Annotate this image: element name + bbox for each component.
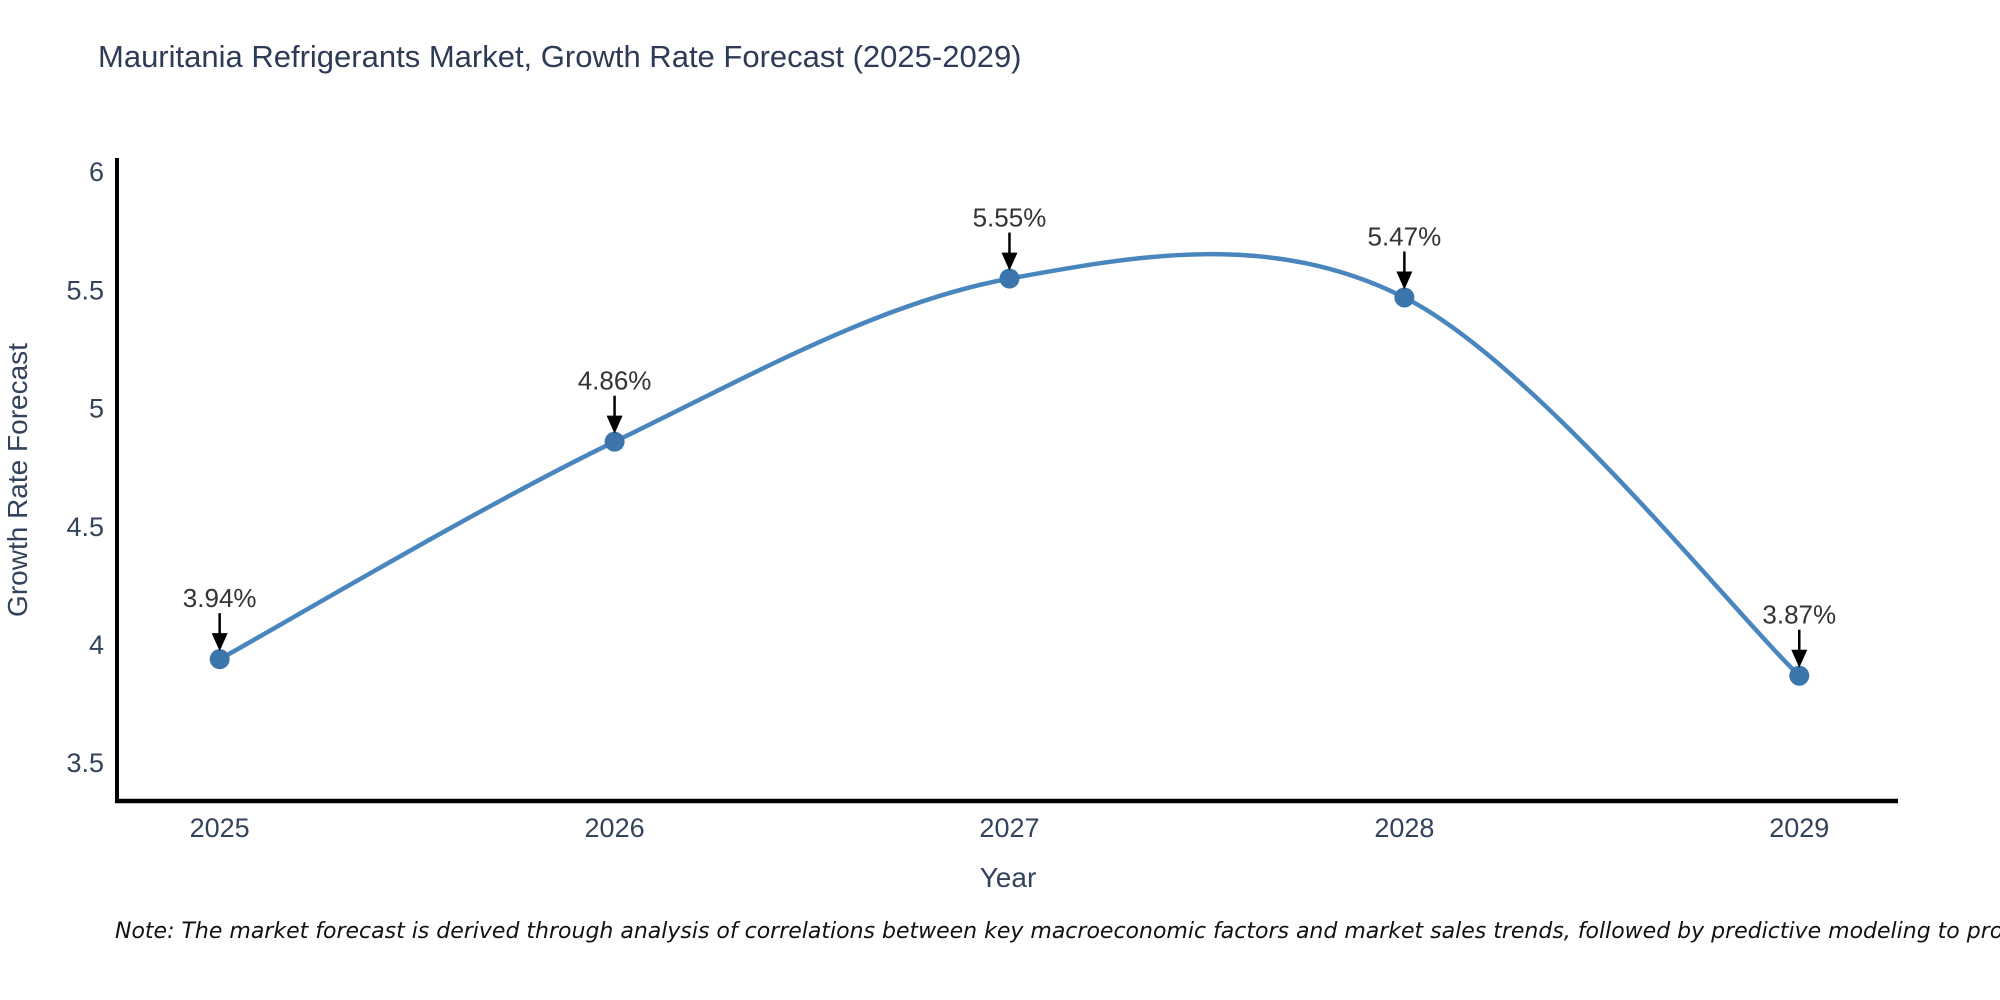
- x-tick-label: 2026: [585, 813, 645, 843]
- annotation-arrow-head: [1791, 649, 1808, 668]
- forecast-line: [217, 251, 1802, 678]
- data-point-marker: [209, 649, 230, 670]
- data-point-marker: [1394, 287, 1415, 308]
- plot-area: 3.5 4 4.5 5 5.5 6 2025 2026 2027 2028 2029 3.94% 4.8…: [66, 157, 1898, 843]
- y-tick-label: 3.5: [66, 748, 104, 778]
- y-tick-label: 5.5: [66, 275, 104, 305]
- data-point-marker: [1789, 665, 1810, 686]
- annotation-label: 5.55%: [973, 203, 1047, 233]
- x-tick-label: 2027: [979, 813, 1039, 843]
- y-tick-label: 6: [89, 157, 104, 187]
- annotation-arrow-head: [1396, 271, 1413, 290]
- y-tick-label: 4.5: [66, 512, 104, 542]
- annotation-arrow-head: [1001, 252, 1018, 271]
- x-tick-label: 2028: [1374, 813, 1434, 843]
- annotation-arrow-head: [606, 415, 623, 434]
- data-point-marker: [999, 268, 1020, 289]
- y-tick-label: 4: [89, 630, 104, 660]
- annotation-arrow-head: [211, 633, 228, 652]
- annotation-label: 3.94%: [183, 583, 257, 613]
- footnote: Note: The market forecast is derived thr…: [115, 919, 2000, 944]
- y-tick-label: 5: [89, 394, 104, 424]
- chart-title: Mauritania Refrigerants Market, Growth R…: [98, 39, 1022, 74]
- x-axis-title: Year: [980, 862, 1037, 893]
- data-point-marker: [604, 431, 625, 452]
- y-axis-title: Growth Rate Forecast: [2, 343, 33, 617]
- x-tick-label: 2029: [1769, 813, 1829, 843]
- annotation-label: 3.87%: [1762, 600, 1836, 630]
- annotation-label: 4.86%: [578, 366, 652, 396]
- x-tick-label: 2025: [190, 813, 250, 843]
- annotation-label: 5.47%: [1368, 221, 1442, 251]
